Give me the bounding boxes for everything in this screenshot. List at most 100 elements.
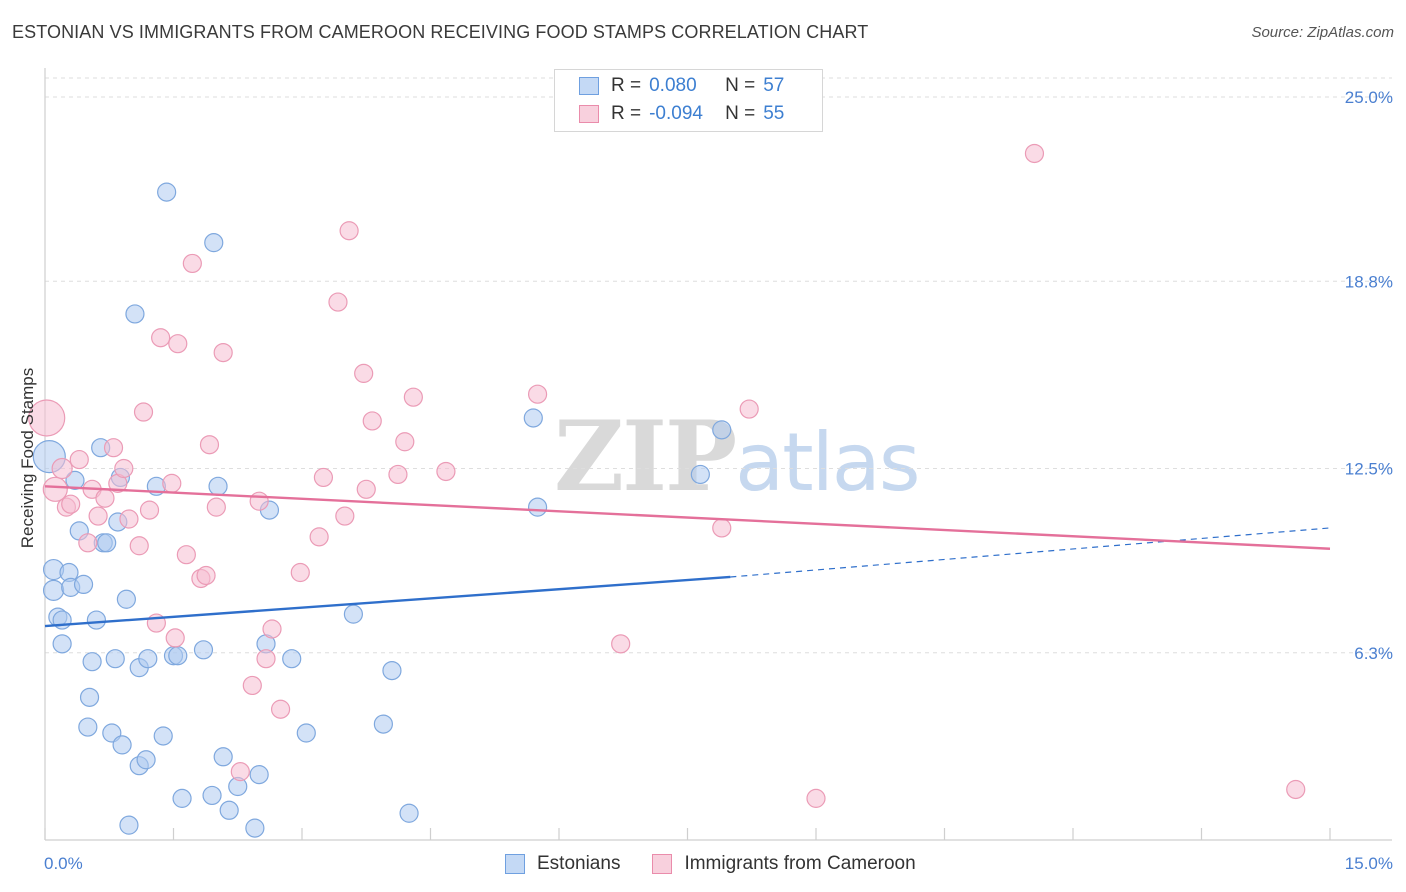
estonian-point xyxy=(208,476,228,496)
watermark: ZIPatlas xyxy=(554,400,921,513)
legend-row-cameroon: R = -0.094 N = 55 xyxy=(579,102,784,126)
estonian-point xyxy=(125,304,145,324)
estonian-point xyxy=(373,714,393,734)
cameroon-point xyxy=(335,506,355,526)
y-tick-label: 12.5% xyxy=(1345,460,1393,479)
cameroon-point xyxy=(42,476,68,502)
estonian-point xyxy=(213,747,233,767)
cameroon-point xyxy=(114,458,134,479)
cameroon-point xyxy=(313,467,334,488)
estonian-point xyxy=(105,649,125,669)
cameroon-point xyxy=(61,494,81,514)
estonian-point xyxy=(73,574,94,595)
estonian-point xyxy=(78,717,98,737)
y-tick-label: 6.3% xyxy=(1354,644,1393,663)
cameroon-point xyxy=(196,565,216,586)
x-tick-label: 0.0% xyxy=(44,854,83,873)
x-tick-label: 15.0% xyxy=(1345,854,1393,873)
estonian-point xyxy=(527,497,548,517)
estonian-point xyxy=(690,464,710,485)
cameroon-point xyxy=(103,438,124,458)
legend-swatch-blue xyxy=(579,77,599,95)
series-legend-estonians[interactable]: Estonians xyxy=(505,853,620,875)
cameroon-point xyxy=(249,491,269,511)
legend-n-value: 57 xyxy=(763,75,785,96)
legend-r-label: R = xyxy=(611,103,642,124)
legend-r-value: 0.080 xyxy=(649,75,697,96)
cameroon-point xyxy=(78,533,98,553)
cameroon-point xyxy=(1286,779,1306,800)
estonian-point xyxy=(65,470,85,490)
cameroon-point xyxy=(139,500,160,520)
estonian-point xyxy=(712,420,732,440)
cameroon-point xyxy=(69,449,89,470)
y-tick-label: 18.8% xyxy=(1345,272,1393,291)
estonian-point xyxy=(193,640,214,660)
cameroon-point xyxy=(176,545,196,565)
legend-swatch-pink xyxy=(579,105,599,123)
legend-n-label: N = xyxy=(725,103,756,124)
cameroon-point xyxy=(527,384,548,404)
estonian-point xyxy=(86,610,107,630)
estonian-point xyxy=(52,634,72,654)
cameroon-point xyxy=(95,488,115,508)
cameroon-point xyxy=(309,527,329,547)
estonian-point xyxy=(116,589,136,609)
estonian-point xyxy=(219,800,239,820)
estonian-point xyxy=(168,646,188,666)
estonian-point xyxy=(112,735,132,755)
cameroon-point xyxy=(165,628,185,648)
cameroon-trend-line xyxy=(44,485,1331,550)
estonian-point xyxy=(172,788,192,808)
cameroon-point xyxy=(436,461,456,482)
estonian-point xyxy=(343,604,363,624)
estonian-point xyxy=(249,765,269,785)
estonian-trend-line xyxy=(44,575,731,628)
estonian-trend-extension xyxy=(730,527,1331,578)
y-tick-label: 25.0% xyxy=(1345,88,1393,107)
y-axis-label: Receiving Food Stamps xyxy=(18,367,37,549)
cameroon-point xyxy=(182,253,202,274)
cameroon-point xyxy=(290,562,310,583)
cameroon-point xyxy=(712,518,732,538)
source-credit: Source: ZipAtlas.com xyxy=(1251,24,1394,41)
cameroon-point xyxy=(339,221,359,241)
estonian-point xyxy=(245,818,265,838)
cameroon-point xyxy=(395,432,415,452)
cameroon-point xyxy=(611,634,631,654)
legend-row-estonians: R = 0.080 N = 57 xyxy=(579,74,784,98)
cameroon-point xyxy=(28,399,66,437)
cameroon-point xyxy=(133,402,154,422)
cameroon-point xyxy=(88,506,108,526)
cameroon-point xyxy=(262,619,282,639)
series-legend-label: Estonians xyxy=(537,853,621,874)
estonian-point xyxy=(97,533,117,553)
series-swatch-blue xyxy=(505,854,525,874)
cameroon-point xyxy=(806,788,826,808)
cameroon-point xyxy=(256,649,276,669)
estonian-point xyxy=(153,726,173,746)
correlation-legend: R = 0.080 N = 57 R = -0.094 N = 55 xyxy=(554,69,823,132)
cameroon-point xyxy=(328,292,348,312)
estonian-point xyxy=(82,652,102,672)
series-legend-label: Immigrants from Cameroon xyxy=(684,853,916,874)
cameroon-point xyxy=(403,387,423,407)
cameroon-point xyxy=(199,435,220,455)
estonian-point xyxy=(42,579,65,601)
cameroon-point xyxy=(362,411,382,431)
cameroon-point xyxy=(242,675,262,696)
series-swatch-pink xyxy=(652,854,673,874)
cameroon-point xyxy=(739,399,759,419)
cameroon-point xyxy=(356,479,376,499)
series-legend-cameroon[interactable]: Immigrants from Cameroon xyxy=(652,853,916,875)
estonian-point xyxy=(399,803,419,823)
estonian-point xyxy=(523,408,543,428)
cameroon-point xyxy=(270,699,291,719)
legend-r-label: R = xyxy=(611,75,642,96)
cameroon-point xyxy=(206,497,226,517)
cameroon-point xyxy=(354,363,374,383)
estonian-point xyxy=(119,815,139,835)
watermark-atlas: atlas xyxy=(735,416,920,509)
estonian-point xyxy=(202,785,222,806)
